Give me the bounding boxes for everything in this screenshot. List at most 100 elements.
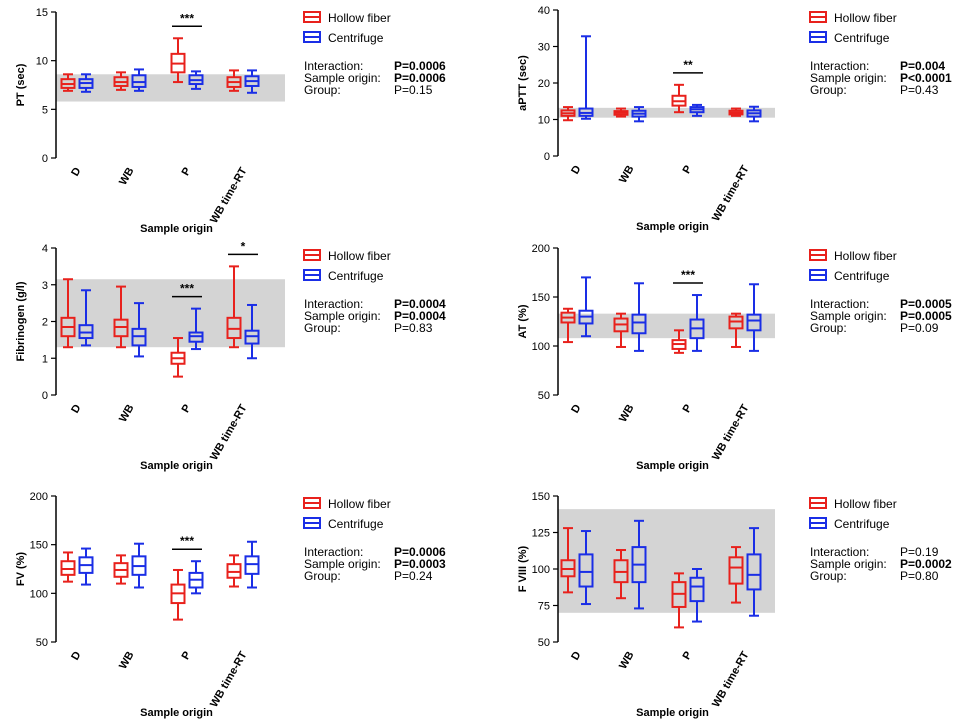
reference-band xyxy=(56,74,285,102)
x-category-label: P xyxy=(180,403,194,415)
stats-label: Interaction: xyxy=(810,59,869,73)
significance-label: *** xyxy=(180,11,194,25)
y-tick-label: 30 xyxy=(538,42,550,54)
stats-label: Interaction: xyxy=(304,297,363,311)
y-tick-label: 1 xyxy=(42,353,48,365)
x-category-label: D xyxy=(569,649,583,662)
stats-value: P=0.0002 xyxy=(900,557,952,571)
box-hollow-fiber xyxy=(113,285,129,349)
y-tick-label: 0 xyxy=(42,390,48,402)
legend-label-hollow-fiber: Hollow fiber xyxy=(834,249,897,263)
box-hollow-fiber xyxy=(60,278,76,349)
y-axis-title: Fibrinogen (g/l) xyxy=(15,281,27,361)
x-category-label: WB xyxy=(117,649,137,671)
x-category-label: WB xyxy=(617,163,637,185)
stats-value: P=0.83 xyxy=(394,321,433,335)
x-axis-title: Sample origin xyxy=(140,707,213,719)
box-hollow-fiber xyxy=(728,312,744,348)
x-axis-title: Sample origin xyxy=(636,707,709,719)
box-iqr xyxy=(746,553,762,591)
legend-label-centrifuge: Centrifuge xyxy=(328,31,384,45)
x-category-label: WB xyxy=(117,402,137,424)
x-category-label: WB xyxy=(617,649,637,671)
box-iqr xyxy=(728,556,744,585)
significance-label: *** xyxy=(180,534,194,548)
box-hollow-fiber xyxy=(613,549,629,600)
box-iqr xyxy=(746,313,762,332)
reference-band xyxy=(558,313,775,339)
box-hollow-fiber xyxy=(60,551,76,583)
stats-value: P=0.0005 xyxy=(900,297,952,311)
y-tick-label: 50 xyxy=(36,637,48,649)
box-hollow-fiber xyxy=(560,106,576,122)
stats-value: P=0.0004 xyxy=(394,309,446,323)
stats-value: P=0.43 xyxy=(900,83,939,97)
x-category-label: WB time-RT xyxy=(208,165,250,225)
stats-label: Interaction: xyxy=(304,59,363,73)
box-centrifuge xyxy=(131,302,147,358)
box-hollow-fiber xyxy=(113,71,129,91)
x-category-label: D xyxy=(569,402,583,415)
y-axis-title: PT (sec) xyxy=(15,63,27,106)
x-axis-title: Sample origin xyxy=(636,460,709,472)
box-centrifuge xyxy=(78,547,94,586)
stats-value: P=0.0006 xyxy=(394,545,446,559)
x-axis-title: Sample origin xyxy=(636,221,709,233)
legend-label-hollow-fiber: Hollow fiber xyxy=(328,11,391,25)
x-category-label: P xyxy=(681,403,695,415)
significance-label: ** xyxy=(683,58,693,72)
stats-label: Group: xyxy=(304,83,341,97)
y-axis-title: AT (%) xyxy=(517,304,529,338)
y-axis-title: aPTT (sec) xyxy=(517,55,529,111)
x-category-label: WB time-RT xyxy=(710,649,752,709)
box-hollow-fiber xyxy=(560,527,576,594)
stats-label: Sample origin: xyxy=(810,71,887,85)
stats-value: P=0.0004 xyxy=(394,297,446,311)
stats-label: Sample origin: xyxy=(304,71,381,85)
x-category-label: D xyxy=(569,163,583,176)
stats-value: P=0.0006 xyxy=(394,59,446,73)
box-iqr xyxy=(631,313,647,335)
y-tick-label: 4 xyxy=(42,243,48,255)
box-hollow-fiber xyxy=(226,265,242,349)
y-tick-label: 3 xyxy=(42,280,48,292)
x-category-label: WB time-RT xyxy=(710,402,752,462)
stats-value: P<0.0001 xyxy=(900,71,952,85)
y-tick-label: 200 xyxy=(532,243,550,255)
stats-label: Interaction: xyxy=(810,545,869,559)
box-hollow-fiber xyxy=(671,572,687,629)
y-tick-label: 0 xyxy=(544,151,550,163)
y-tick-label: 100 xyxy=(532,564,550,576)
legend-label-hollow-fiber: Hollow fiber xyxy=(834,497,897,511)
x-category-label: WB time-RT xyxy=(208,402,250,462)
stats-value: P=0.0003 xyxy=(394,557,446,571)
box-centrifuge xyxy=(131,68,147,92)
y-tick-label: 200 xyxy=(30,491,48,503)
box-hollow-fiber xyxy=(613,107,629,118)
stats-label: Interaction: xyxy=(304,545,363,559)
box-centrifuge xyxy=(244,303,260,360)
box-hollow-fiber xyxy=(170,337,186,378)
y-axis-title: FV (%) xyxy=(15,552,27,587)
box-hollow-fiber xyxy=(170,568,186,621)
y-tick-label: 50 xyxy=(538,637,550,649)
stats-label: Group: xyxy=(304,321,341,335)
stats-label: Group: xyxy=(810,569,847,583)
box-hollow-fiber xyxy=(113,554,129,585)
y-tick-label: 150 xyxy=(532,292,550,304)
box-centrifuge xyxy=(188,70,204,90)
y-tick-label: 75 xyxy=(538,601,550,613)
y-tick-label: 50 xyxy=(538,390,550,402)
x-category-label: P xyxy=(681,164,695,176)
box-centrifuge xyxy=(631,282,647,352)
box-hollow-fiber xyxy=(613,312,629,348)
stats-value: P=0.09 xyxy=(900,321,939,335)
x-category-label: D xyxy=(69,402,83,415)
y-tick-label: 150 xyxy=(532,491,550,503)
x-category-label: P xyxy=(180,166,194,178)
box-centrifuge xyxy=(188,560,204,595)
